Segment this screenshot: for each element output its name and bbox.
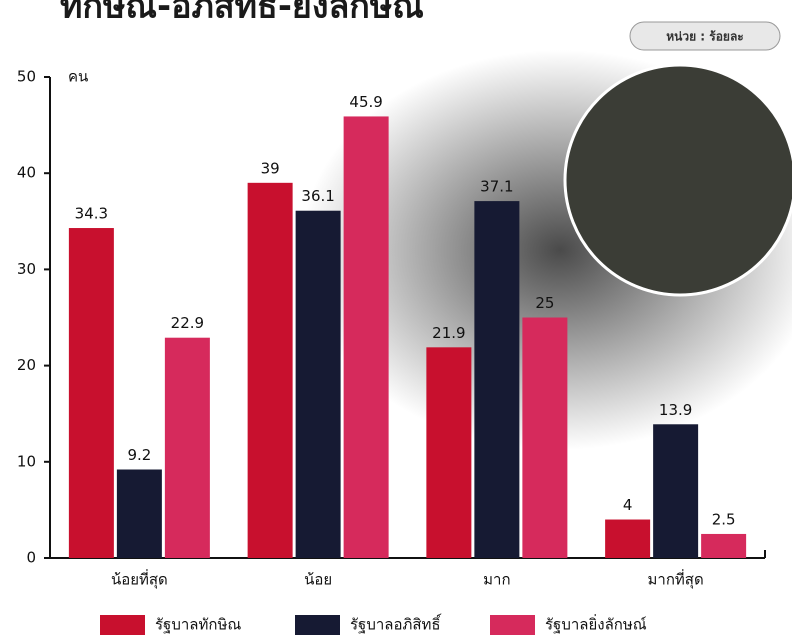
bar	[295, 210, 341, 558]
bar	[247, 182, 293, 558]
value-label: 13.9	[659, 401, 692, 419]
bar	[605, 519, 651, 558]
chart-title: ทักษิณ-อภิสิทธิ์-ยิ่งลักษณ์	[60, 0, 424, 27]
y-tick-label: 50	[17, 68, 36, 86]
legend-label: รัฐบาลอภิสิทธิ์	[350, 614, 442, 634]
value-label: 37.1	[480, 178, 513, 196]
bar	[343, 116, 389, 558]
value-label: 45.9	[349, 93, 382, 111]
legend-label: รัฐบาลทักษิณ	[155, 616, 241, 634]
unit-label: หน่วย : ร้อยละ	[666, 30, 744, 44]
bar	[701, 533, 747, 558]
value-label: 2.5	[712, 510, 736, 528]
photo-inset	[563, 63, 792, 297]
bar	[653, 424, 699, 558]
bar	[522, 317, 568, 558]
bar	[426, 347, 472, 558]
y-tick-label: 30	[17, 260, 36, 278]
bar	[68, 228, 114, 558]
x-tick-label: น้อย	[304, 571, 332, 589]
y-tick-label: 10	[17, 452, 36, 470]
legend-swatch	[295, 615, 340, 635]
y-tick-label: 0	[26, 549, 36, 567]
value-label: 36.1	[301, 187, 334, 205]
bar	[164, 337, 210, 558]
y-tick-label: 40	[17, 164, 36, 182]
y-axis-label: คน	[68, 68, 88, 86]
value-label: 34.3	[75, 205, 108, 223]
y-tick-label: 20	[17, 356, 36, 374]
unit-badge	[629, 21, 781, 51]
x-tick-label: มากที่สุด	[648, 569, 704, 590]
x-tick-label: น้อยที่สุด	[111, 569, 168, 590]
value-label: 39	[261, 159, 280, 177]
bar	[116, 469, 162, 558]
value-label: 21.9	[432, 324, 465, 342]
legend-swatch	[100, 615, 145, 635]
legend-label: รัฐบาลยิ่งลักษณ์	[545, 614, 647, 634]
bar	[474, 201, 520, 558]
x-tick-label: มาก	[483, 571, 510, 589]
value-label: 9.2	[127, 446, 151, 464]
value-label: 25	[535, 294, 554, 312]
value-label: 22.9	[171, 314, 204, 332]
value-label: 4	[623, 496, 633, 514]
legend-swatch	[490, 615, 535, 635]
